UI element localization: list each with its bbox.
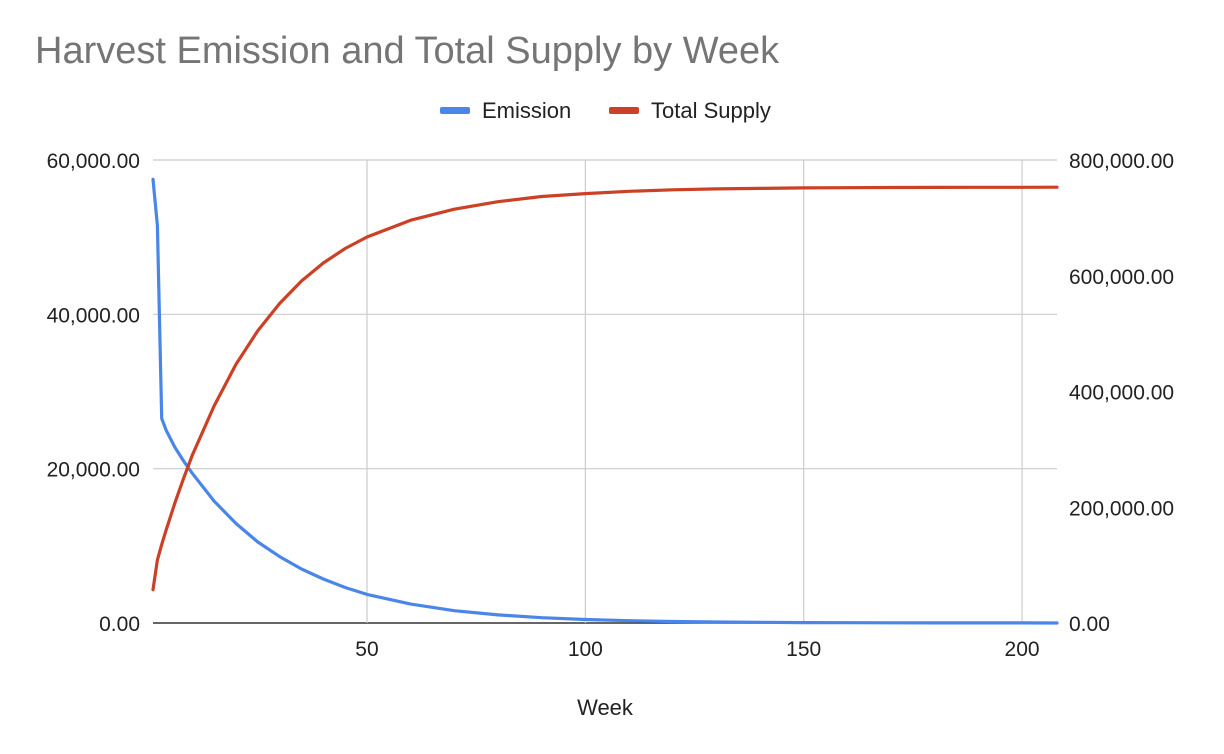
y-left-tick-label: 40,000.00 xyxy=(47,304,140,327)
y-left-tick-label: 0.00 xyxy=(99,613,140,636)
series-layer xyxy=(151,177,1059,625)
x-tick-label: 100 xyxy=(568,638,603,661)
y-right-tick-label: 0.00 xyxy=(1069,613,1110,636)
legend-label-total-supply: Total Supply xyxy=(651,98,771,123)
legend-label-emission: Emission xyxy=(482,98,571,123)
series-line-total-supply xyxy=(151,185,1059,592)
y-left-tick-label: 60,000.00 xyxy=(47,150,140,173)
legend-swatch-total-supply xyxy=(609,107,639,114)
legend-swatch-emission xyxy=(440,107,470,114)
y-right-tick-label: 600,000.00 xyxy=(1069,266,1174,289)
y-right-tick-label: 200,000.00 xyxy=(1069,497,1174,520)
x-axis-title: Week xyxy=(577,695,634,720)
tick-layer: 0.00 20,000.00 40,000.00 60,000.00 50 100 150 2… xyxy=(47,150,1175,661)
grid-layer xyxy=(153,159,1057,624)
x-tick-label: 200 xyxy=(1005,638,1040,661)
x-tick-label: 50 xyxy=(355,638,378,661)
legend: Emission Total Supply xyxy=(440,98,771,123)
x-tick-label: 150 xyxy=(786,638,821,661)
y-left-tick-label: 20,000.00 xyxy=(47,459,140,482)
y-right-tick-label: 800,000.00 xyxy=(1069,150,1174,173)
series-line-emission xyxy=(151,177,1059,625)
chart-title: Harvest Emission and Total Supply by Wee… xyxy=(35,30,780,72)
y-right-tick-label: 400,000.00 xyxy=(1069,382,1174,405)
